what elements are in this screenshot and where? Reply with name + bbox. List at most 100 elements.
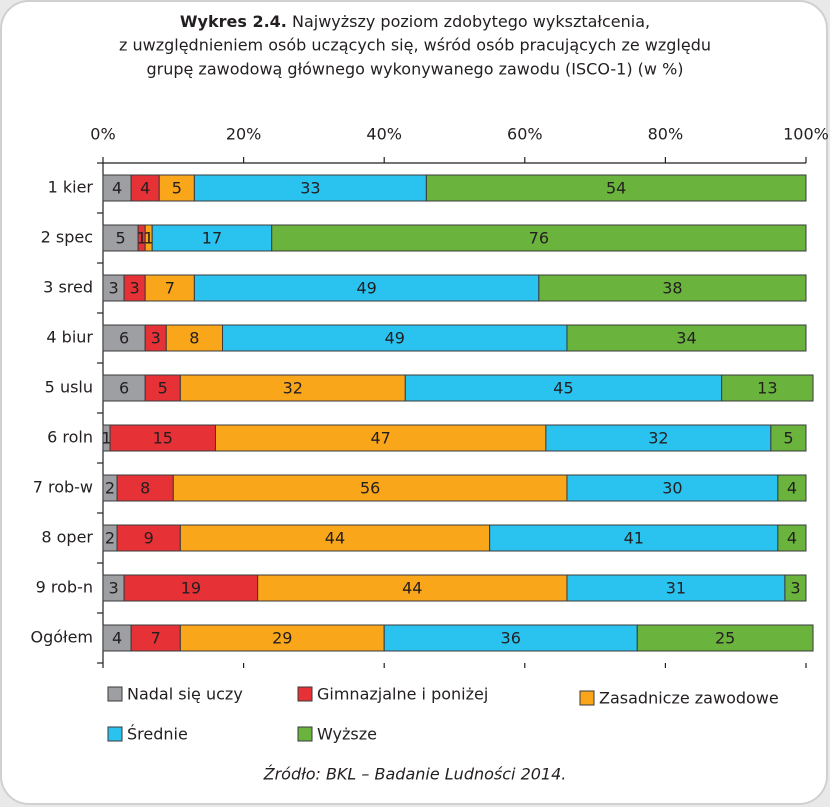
data-label: 47 [371, 429, 391, 448]
bar-segment [566, 474, 779, 502]
data-label: 56 [360, 479, 380, 498]
bar-segment [193, 274, 540, 302]
bar-segment [770, 424, 807, 452]
y-tick-label: 8 oper [41, 528, 93, 547]
legend-swatch [297, 726, 313, 742]
data-label: 4 [140, 179, 150, 198]
bar-segment [151, 224, 273, 252]
bar-segment [144, 274, 195, 302]
legend-label: Średnie [127, 725, 188, 744]
data-label: 4 [787, 479, 797, 498]
legend-label: Gimnazjalne i poniżej [317, 685, 488, 704]
legend-label: Nadal się uczy [127, 685, 243, 704]
bar-segment [109, 424, 216, 452]
data-label: 5 [783, 429, 793, 448]
bar-segment [179, 524, 491, 552]
bar-segment [545, 424, 772, 452]
x-tick-label: 100% [783, 125, 829, 144]
data-label: 1 [137, 229, 147, 248]
data-label: 5 [115, 229, 125, 248]
y-tick-label: 7 rob-w [33, 478, 93, 497]
y-tick-label: 9 rob-n [36, 578, 93, 597]
bar-segment [172, 474, 568, 502]
data-label: 2 [105, 479, 115, 498]
data-label: 3 [130, 279, 140, 298]
bar-segment [179, 374, 406, 402]
y-tick-label: 3 sred [43, 278, 93, 297]
data-label: 15 [153, 429, 173, 448]
bar-segment [566, 324, 807, 352]
bar-segment [383, 624, 638, 652]
chart-title: Wykres 2.4. Najwyższy poziom zdobytego w… [180, 12, 650, 31]
subtitle-line: grupę zawodową głównego wykonywanego zaw… [146, 60, 683, 79]
data-label: 6 [119, 329, 129, 348]
data-label: 1 [144, 229, 154, 248]
x-tick-label: 20% [226, 125, 262, 144]
data-label: 32 [648, 429, 668, 448]
legend-swatch [579, 690, 595, 706]
data-label: 6 [119, 379, 129, 398]
bar-segment [130, 174, 160, 202]
title-bold: Wykres 2.4. [180, 12, 287, 31]
bar-segment [784, 574, 807, 602]
bar-segment [538, 274, 807, 302]
data-label: 3 [108, 279, 118, 298]
data-label: 54 [606, 179, 626, 198]
data-label: 17 [202, 229, 222, 248]
bar-segment [116, 524, 181, 552]
legend-label: Zasadnicze zawodowe [599, 689, 779, 708]
bar-segment [165, 324, 224, 352]
bar-segment [158, 174, 195, 202]
y-tick-label: 6 roln [47, 428, 93, 447]
data-label: 13 [757, 379, 777, 398]
subtitle-line: Najwyższy poziom zdobytego wykształcenia… [292, 12, 650, 31]
data-label: 49 [385, 329, 405, 348]
data-label: 31 [666, 579, 686, 598]
data-label: 4 [787, 529, 797, 548]
data-label: 29 [272, 629, 292, 648]
y-tick-label: 4 biur [46, 328, 93, 347]
data-label: 36 [501, 629, 521, 648]
bar-segment [102, 174, 132, 202]
data-label: 76 [529, 229, 549, 248]
data-label: 30 [662, 479, 682, 498]
x-tick-label: 60% [507, 125, 543, 144]
x-tick-label: 40% [366, 125, 402, 144]
bar-segment [102, 324, 146, 352]
data-label: 25 [715, 629, 735, 648]
data-label: 4 [112, 179, 122, 198]
legend-swatch [297, 686, 313, 702]
bar-segment [116, 474, 174, 502]
data-label: 5 [158, 379, 168, 398]
x-tick-label: 0% [90, 125, 115, 144]
bar-segment [130, 624, 181, 652]
y-tick-label: 2 spec [41, 228, 93, 247]
legend-swatch [107, 726, 123, 742]
x-tick-label: 80% [648, 125, 684, 144]
data-label: 4 [112, 629, 122, 648]
data-label: 44 [325, 529, 345, 548]
bar-segment [179, 624, 385, 652]
subtitle-line: z uwzględnieniem osób uczących się, wśró… [119, 36, 711, 55]
legend-swatch [107, 686, 123, 702]
data-label: 9 [144, 529, 154, 548]
bar-segment [777, 474, 807, 502]
bar-segment [222, 324, 568, 352]
data-label: 44 [402, 579, 422, 598]
data-label: 3 [108, 579, 118, 598]
bar-segment [257, 574, 568, 602]
bar-segment [636, 624, 814, 652]
bar-segment [489, 524, 779, 552]
bar-segment [102, 224, 139, 252]
data-label: 1 [101, 429, 111, 448]
y-tick-label: 5 uslu [45, 378, 93, 397]
bar-segment [102, 624, 132, 652]
y-tick-label: Ogółem [30, 628, 93, 647]
data-label: 8 [140, 479, 150, 498]
data-label: 8 [189, 329, 199, 348]
bar-segment [777, 524, 807, 552]
bar-segment [214, 424, 547, 452]
bar-segment [193, 174, 427, 202]
y-tick-label: 1 kier [48, 178, 94, 197]
